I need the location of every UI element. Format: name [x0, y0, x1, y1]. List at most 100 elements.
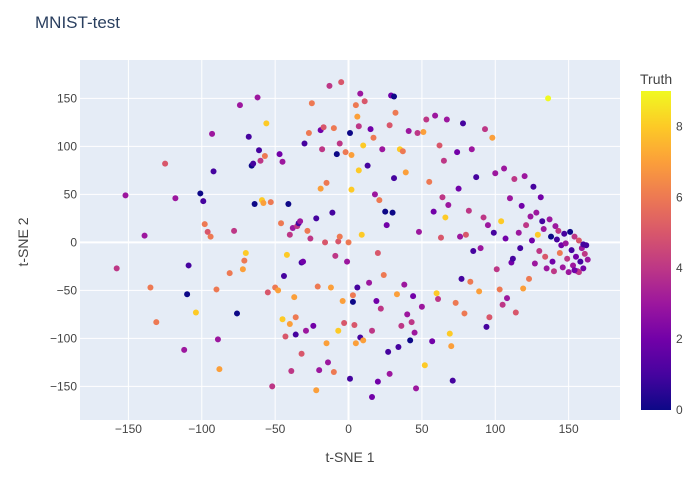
data-point [376, 197, 383, 204]
colorbar-title: Truth [640, 71, 672, 87]
data-point [242, 249, 249, 256]
data-point [383, 222, 390, 229]
data-point [584, 256, 591, 263]
data-point [407, 337, 414, 344]
data-point [276, 151, 283, 158]
data-point [364, 162, 371, 169]
data-point [518, 202, 525, 209]
data-point [261, 153, 268, 159]
data-point [369, 393, 376, 400]
data-point [561, 230, 568, 237]
x-tick-labels: −150 −100 −50 0 50 100 150 [115, 422, 579, 436]
data-point [458, 275, 465, 282]
data-point [201, 221, 208, 228]
data-point [402, 169, 409, 176]
data-point [370, 134, 377, 141]
data-point [552, 223, 559, 230]
data-point [534, 231, 541, 238]
data-point [448, 343, 455, 350]
data-point [542, 253, 549, 260]
grid-lines [80, 60, 620, 420]
x-tick-label: −150 [115, 422, 142, 436]
data-point [398, 322, 405, 329]
data-point [521, 173, 528, 180]
data-point [172, 195, 179, 202]
data-point [245, 133, 252, 140]
data-point [319, 146, 326, 153]
y-tick-label: −50 [57, 283, 78, 297]
data-point [493, 266, 500, 273]
colorbar-tick-label: 4 [676, 261, 683, 275]
data-point [392, 109, 399, 116]
data-point [366, 279, 373, 286]
data-point [426, 178, 433, 185]
data-point [492, 170, 499, 177]
colorbar-tick-label: 0 [676, 403, 683, 417]
data-point [517, 245, 524, 252]
data-point [354, 284, 361, 291]
data-point [348, 186, 355, 193]
data-point [286, 231, 293, 238]
data-point [386, 370, 393, 377]
data-point [457, 233, 464, 240]
colorbar-tick-labels: 0 2 4 6 8 [676, 119, 683, 417]
data-point [185, 262, 192, 269]
data-point [302, 327, 309, 334]
data-point [380, 272, 387, 279]
data-point [267, 199, 274, 206]
data-point [385, 348, 392, 355]
data-point [323, 179, 330, 186]
data-point [536, 248, 543, 255]
data-point [367, 126, 374, 133]
data-point [278, 220, 285, 227]
data-point [341, 320, 348, 327]
y-tick-label: 100 [57, 139, 77, 153]
data-point [280, 273, 287, 279]
data-point [467, 278, 474, 285]
data-point [482, 126, 488, 133]
data-point [292, 331, 299, 338]
data-point [351, 321, 358, 328]
data-point [577, 258, 584, 265]
x-tick-label: −50 [265, 422, 286, 436]
data-point [546, 216, 553, 223]
data-point [556, 249, 563, 256]
data-point [335, 327, 342, 334]
data-point [423, 116, 430, 123]
data-point [239, 266, 246, 273]
data-point [313, 215, 320, 222]
data-point [373, 297, 380, 304]
data-point [357, 90, 364, 97]
data-point [393, 291, 400, 298]
data-point [231, 227, 238, 234]
data-point [420, 129, 427, 135]
data-point [405, 128, 412, 135]
data-point [490, 229, 497, 236]
data-point [283, 251, 290, 258]
data-point [382, 208, 389, 215]
data-point [418, 303, 425, 310]
data-point [355, 123, 362, 130]
data-point [528, 237, 535, 244]
data-point [501, 165, 508, 172]
data-point [269, 383, 276, 390]
data-point [430, 208, 437, 215]
data-point [327, 284, 334, 291]
data-point [442, 214, 449, 221]
data-point [484, 222, 491, 229]
data-point [389, 209, 396, 216]
data-point [324, 359, 331, 366]
data-point [256, 147, 263, 154]
data-point [580, 241, 587, 248]
data-point [257, 157, 264, 164]
data-point [530, 183, 537, 190]
data-point [310, 322, 317, 329]
data-point [391, 93, 398, 100]
data-point [348, 152, 355, 159]
data-point [523, 222, 530, 229]
data-point [520, 285, 527, 292]
data-point [207, 233, 214, 240]
data-point [537, 194, 544, 201]
data-point [122, 192, 129, 199]
